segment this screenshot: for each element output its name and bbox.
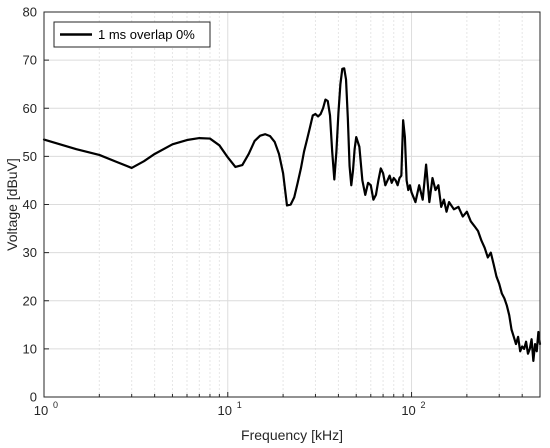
x-tick-label: 10 bbox=[218, 403, 232, 418]
y-axis-label: Voltage [dBuV] bbox=[4, 158, 20, 251]
x-axis-label: Frequency [kHz] bbox=[241, 427, 343, 443]
y-tick-label: 0 bbox=[30, 390, 37, 405]
legend: 1 ms overlap 0% bbox=[53, 21, 211, 48]
x-tick-label: 10 bbox=[401, 403, 415, 418]
legend-label-series-1: 1 ms overlap 0% bbox=[98, 27, 195, 42]
plot-frame bbox=[43, 11, 541, 398]
y-tick-label: 70 bbox=[23, 53, 37, 68]
x-tick-exponent: 2 bbox=[421, 400, 426, 410]
x-tick-exponent: 1 bbox=[237, 400, 242, 410]
y-tick-label: 60 bbox=[23, 101, 37, 116]
y-tick-label: 80 bbox=[23, 5, 37, 20]
y-tick-label: 20 bbox=[23, 293, 37, 308]
series-layer bbox=[42, 67, 542, 363]
y-tick-label: 50 bbox=[23, 149, 37, 164]
x-tick-label: 10 bbox=[34, 403, 48, 418]
x-tick-exponent: 0 bbox=[53, 400, 58, 410]
y-tick-label: 40 bbox=[23, 197, 37, 212]
series-line-1 bbox=[42, 67, 542, 363]
y-tick-label: 10 bbox=[23, 341, 37, 356]
axis-ticks bbox=[43, 11, 541, 398]
y-tick-label: 30 bbox=[23, 245, 37, 260]
grid-lines bbox=[43, 11, 541, 398]
